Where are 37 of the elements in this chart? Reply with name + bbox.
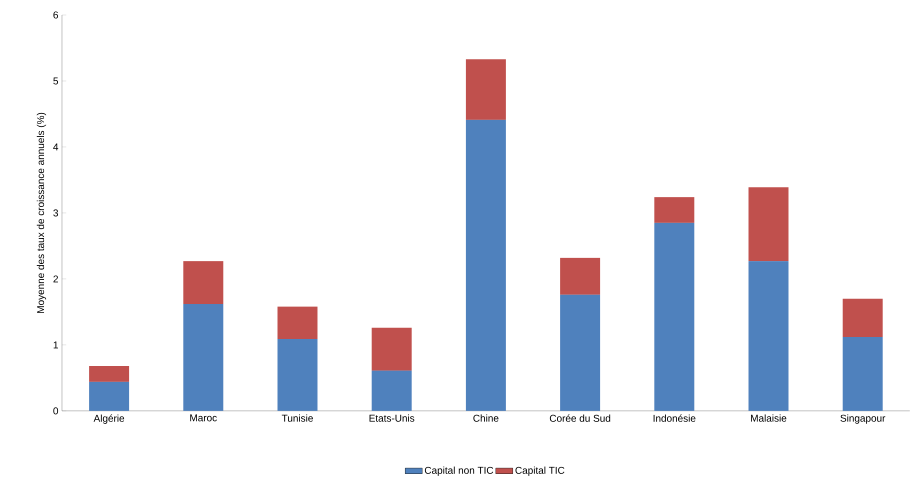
bar	[560, 294, 600, 411]
legend-label: Capital TIC	[515, 466, 564, 476]
x-tick-label: Etats-Unis	[370, 414, 414, 422]
x-tick-label: Chine	[473, 414, 498, 422]
x-tick-label: Singapour	[840, 414, 886, 424]
bar	[842, 337, 883, 411]
bar	[372, 370, 412, 411]
bar	[183, 261, 224, 304]
bar	[654, 222, 694, 411]
y-axis-title: Moyenne des taux de croissance annuels (%)	[36, 112, 46, 313]
y-tick-label: 1	[54, 342, 58, 348]
bar	[278, 306, 318, 340]
x-tick-label: Maroc	[190, 414, 217, 422]
x-tick-label: Corée du Sud	[550, 414, 610, 422]
x-tick-label: Malaisie	[751, 414, 786, 422]
x-tick-label: Indonésie	[654, 414, 696, 422]
x-tick-label: Algérie	[94, 414, 124, 424]
bar	[842, 298, 883, 338]
bar	[89, 366, 130, 382]
bar	[748, 187, 788, 262]
y-tick-label: 2	[53, 276, 58, 282]
legend-label: Capital non TIC	[424, 466, 494, 476]
bar	[372, 328, 412, 371]
bar	[748, 261, 788, 411]
x-tick-label: Tunisie	[282, 414, 313, 422]
bar	[278, 339, 318, 411]
bar	[466, 59, 506, 120]
bar	[89, 382, 130, 411]
y-tick-label: 6	[53, 12, 58, 19]
y-tick-label: 5	[53, 78, 58, 85]
y-tick-label: 4	[53, 144, 58, 150]
y-tick-label: 0	[53, 407, 58, 414]
bar	[466, 120, 506, 411]
bar	[560, 258, 600, 295]
bar	[654, 197, 694, 223]
bar	[183, 304, 224, 411]
y-tick-label: 3	[53, 209, 58, 217]
